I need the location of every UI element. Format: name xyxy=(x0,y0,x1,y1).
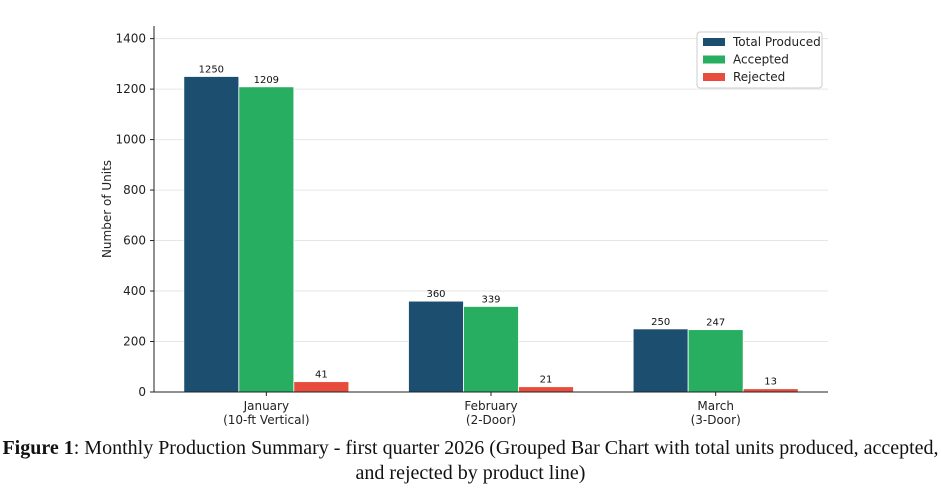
bar-value-label: 21 xyxy=(540,375,553,386)
bar-value-label: 41 xyxy=(315,370,328,381)
bar-value-label: 13 xyxy=(764,377,777,388)
y-tick-label: 1400 xyxy=(115,32,146,46)
bar xyxy=(238,86,295,393)
bar xyxy=(632,328,689,393)
legend: Total Produced Accepted Rejected xyxy=(696,31,823,89)
y-tick-label: 1200 xyxy=(115,82,146,96)
legend-swatch xyxy=(703,55,725,64)
legend-label: Accepted xyxy=(733,53,789,67)
y-tick-label: 200 xyxy=(123,335,146,349)
legend-swatch xyxy=(703,73,725,81)
bar xyxy=(687,329,744,393)
grouped-bar-chart: 0 200 400 600 800 1000 1200 1400 January(10-ft V… xyxy=(100,26,828,427)
bar xyxy=(463,306,519,393)
y-tick-label: 600 xyxy=(123,234,146,248)
y-tick-label: 800 xyxy=(123,183,146,197)
bar-value-label: 1250 xyxy=(199,64,224,75)
y-tick-label: 400 xyxy=(123,284,146,298)
bar xyxy=(518,386,574,393)
bar-value-labels: 1250 1209 41 360 339 21 250 247 13 xyxy=(199,64,777,387)
x-tick-label: March xyxy=(697,399,734,413)
bar xyxy=(183,76,240,393)
figure-caption: Figure 1: Monthly Production Summary - f… xyxy=(0,436,941,486)
bar-value-label: 339 xyxy=(481,294,500,305)
bar-value-label: 250 xyxy=(651,317,670,328)
y-axis-label: Number of Units xyxy=(100,160,114,258)
legend-label: Rejected xyxy=(733,70,785,84)
x-tick-label: (2-Door) xyxy=(466,413,516,427)
caption-label: Figure 1 xyxy=(2,437,74,459)
axes: 0 200 400 600 800 1000 1200 1400 January(10-ft V… xyxy=(100,26,828,427)
bar-value-label: 247 xyxy=(706,318,725,329)
bar xyxy=(293,381,350,393)
caption-text: : Monthly Production Summary - first qua… xyxy=(73,437,939,484)
legend-label: Total Produced xyxy=(732,35,821,49)
bars xyxy=(183,76,799,393)
y-tick-label: 1000 xyxy=(115,133,146,147)
x-tick-label: February xyxy=(464,399,517,413)
bar xyxy=(408,300,464,393)
bar-value-label: 1209 xyxy=(254,75,279,86)
y-tick-label: 0 xyxy=(138,385,146,399)
bar-value-label: 360 xyxy=(426,289,445,300)
x-tick-label: January xyxy=(243,399,290,413)
legend-swatch xyxy=(703,38,725,46)
legend-box xyxy=(696,31,823,89)
x-tick-label: (3-Door) xyxy=(691,413,741,427)
x-tick-label: (10-ft Vertical) xyxy=(223,413,309,427)
